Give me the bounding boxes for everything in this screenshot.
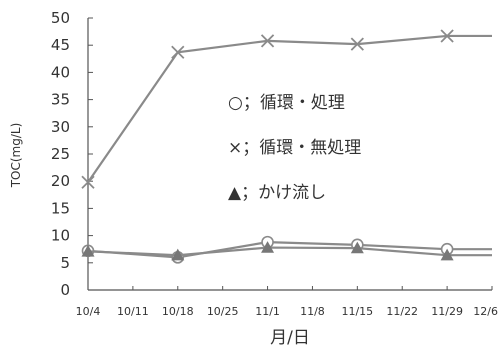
y-ticks: 0 5 10 15 20 25 30 35 40 45 50 [51,9,93,299]
legend-entry-3: ▲；かけ流し [228,183,326,203]
data-point-x [171,45,185,59]
legend-entry-2: ×；循環・無処理 [228,138,361,158]
y-tick-label: 5 [60,254,70,272]
legend-entry-1: ○；循環・処理 [228,93,345,113]
data-point-x [350,37,364,51]
data-point-x [260,34,275,48]
y-tick-label: 25 [51,145,70,163]
series-lines [81,29,492,264]
x-tick-label: 10/18 [162,305,194,318]
x-ticks: 10/4 10/11 10/18 10/25 11/1 11/8 11/15 11/22 11/… [76,286,498,318]
series-line-1 [87,241,492,259]
x-tick-label: 11/22 [386,305,418,318]
x-tick-label: 12/6 [473,305,498,318]
x-tick-label: 10/11 [117,305,149,318]
data-point-x [81,175,95,189]
x-tick-label: 11/29 [431,305,463,318]
x-tick-label: 11/1 [255,305,280,318]
series-line-3 [87,246,492,257]
x-tick-label: 10/4 [76,305,101,318]
data-point-triangle [81,244,95,257]
data-point-triangle [440,248,454,261]
data-point-triangle [350,241,364,254]
legend: ○；循環・処理 ×；循環・無処理 ▲；かけ流し [228,93,361,203]
y-tick-label: 45 [51,36,70,54]
x-tick-label: 11/15 [341,305,373,318]
y-tick-label: 50 [51,9,70,27]
data-point-triangle [171,248,185,261]
y-axis-label: TOC(mg/L) [9,123,23,189]
x-tick-label: 10/25 [207,305,239,318]
x-axis-label: 月/日 [270,328,310,348]
data-point-x [440,29,454,43]
y-tick-label: 15 [51,199,70,217]
x-tick-label: 11/8 [300,305,325,318]
data-point-triangle [261,241,275,253]
y-tick-label: 10 [51,227,70,245]
series-line-2 [87,34,492,183]
y-tick-label: 20 [51,172,70,190]
y-tick-label: 35 [51,91,70,109]
y-tick-label: 30 [51,118,70,136]
y-tick-label: 40 [51,63,70,81]
y-tick-label: 0 [60,281,70,299]
